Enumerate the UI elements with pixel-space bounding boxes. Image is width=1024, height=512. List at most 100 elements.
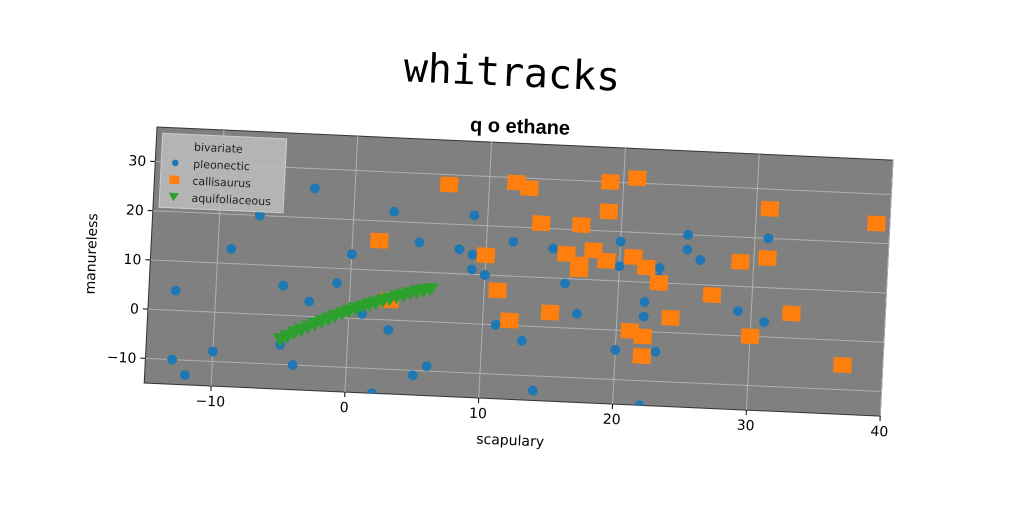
pleonectic-point bbox=[433, 396, 444, 407]
callisaurus-point bbox=[760, 200, 780, 217]
pleonectic-point bbox=[254, 210, 265, 221]
pleonectic-point bbox=[610, 344, 621, 355]
pleonectic-point bbox=[226, 243, 237, 254]
pleonectic-point bbox=[346, 249, 357, 260]
pleonectic-point bbox=[179, 370, 190, 380]
pleonectic-point bbox=[454, 244, 465, 255]
grid-line-x bbox=[612, 148, 626, 405]
callisaurus-point bbox=[569, 261, 589, 278]
y-tick-label: −10 bbox=[106, 350, 136, 367]
callisaurus-point bbox=[620, 322, 640, 339]
grid-line-x bbox=[344, 136, 359, 393]
axis-ticks: −10 0 10 20 30 40 −10 0 10 20 30 bbox=[106, 153, 889, 441]
pleonectic-point bbox=[490, 319, 501, 330]
pleonectic-point bbox=[414, 237, 425, 248]
x-tick-label: 0 bbox=[339, 400, 349, 416]
pleonectic-point bbox=[615, 236, 626, 247]
legend: bivariate pleonecticcallisaurusaquifoliac… bbox=[158, 132, 288, 214]
pleonectic-point bbox=[466, 264, 477, 275]
grid-line-x bbox=[879, 160, 894, 417]
callisaurus-point bbox=[600, 173, 620, 190]
pleonectic-point bbox=[614, 261, 625, 272]
callisaurus-point bbox=[740, 328, 760, 345]
pleonectic-point bbox=[309, 183, 320, 194]
pleonectic-point bbox=[682, 244, 693, 255]
pleonectic-point bbox=[421, 361, 432, 372]
grid-line-x bbox=[745, 154, 760, 411]
pleonectic-point bbox=[759, 317, 770, 328]
x-tick-label: 20 bbox=[602, 412, 621, 429]
callisaurus-point bbox=[758, 250, 777, 267]
pleonectic-point bbox=[527, 385, 538, 396]
callisaurus-point bbox=[596, 252, 616, 269]
legend-box bbox=[158, 132, 288, 214]
pleonectic-point bbox=[304, 296, 315, 307]
callisaurus-point bbox=[540, 304, 560, 321]
pleonectic-point bbox=[278, 280, 289, 291]
x-tick-label: 40 bbox=[870, 424, 889, 441]
pleonectic-point bbox=[639, 296, 650, 307]
pleonectic-point bbox=[469, 210, 480, 221]
callisaurus-point bbox=[649, 274, 669, 291]
callisaurus-point bbox=[500, 312, 519, 329]
pleonectic-point bbox=[467, 249, 478, 260]
callisaurus-point bbox=[439, 176, 459, 193]
callisaurus-point bbox=[833, 357, 852, 374]
callisaurus-point bbox=[731, 253, 750, 270]
plot-frame: −10 0 10 20 30 40 −10 0 10 20 30 bivariate pleonect… bbox=[106, 126, 894, 441]
pleonectic-point bbox=[407, 370, 418, 381]
pleonectic-point bbox=[695, 255, 706, 265]
x-tick-label: 30 bbox=[736, 418, 755, 435]
callisaurus-point bbox=[867, 215, 886, 232]
callisaurus-point bbox=[632, 347, 652, 365]
chart-subtitle: q o ethane bbox=[470, 114, 571, 139]
legend-label-pleonectic: pleonectic bbox=[193, 158, 250, 174]
pleonectic-point bbox=[516, 335, 527, 346]
pleonectic-point bbox=[389, 206, 400, 217]
x-axis-label: scapulary bbox=[476, 432, 544, 451]
pleonectic-point bbox=[650, 346, 661, 357]
callisaurus-point bbox=[702, 287, 722, 304]
legend-marker-aquifoliaceous bbox=[168, 192, 179, 202]
pleonectic-point bbox=[170, 285, 181, 296]
pleonectic-point bbox=[654, 263, 665, 273]
y-tick-label: 0 bbox=[130, 301, 140, 317]
pleonectic-point bbox=[763, 233, 774, 244]
callisaurus-point bbox=[488, 282, 507, 299]
pleonectic-point bbox=[559, 278, 570, 289]
pleonectic-point bbox=[683, 229, 694, 240]
pleonectic-point bbox=[479, 270, 490, 280]
pleonectic-point bbox=[548, 243, 559, 254]
callisaurus-point bbox=[531, 215, 551, 232]
callisaurus-point bbox=[636, 259, 656, 276]
chart-title: whitracks bbox=[403, 45, 622, 100]
x-tick-label: 10 bbox=[469, 406, 488, 423]
pleonectic-point bbox=[287, 360, 298, 370]
callisaurus-point bbox=[661, 309, 680, 326]
x-tick-label: −10 bbox=[195, 393, 225, 410]
callisaurus-point bbox=[782, 305, 801, 322]
legend-label-callisaurus: callisaurus bbox=[192, 175, 251, 191]
callisaurus-point bbox=[557, 245, 576, 263]
y-tick-label: 30 bbox=[128, 153, 147, 170]
y-tick-label: 10 bbox=[123, 252, 142, 269]
pleonectic-point bbox=[732, 306, 743, 316]
legend-marker-callisaurus bbox=[169, 175, 180, 185]
grid-line-y bbox=[145, 357, 882, 393]
pleonectic-point bbox=[207, 346, 218, 357]
pleonectic-point bbox=[332, 278, 342, 289]
callisaurus-point bbox=[476, 247, 496, 264]
pleonectic-point bbox=[167, 354, 178, 365]
pleonectic-point bbox=[508, 236, 519, 247]
plot-marks bbox=[167, 170, 886, 411]
callisaurus-point bbox=[627, 170, 647, 187]
pleonectic-point bbox=[638, 311, 649, 322]
legend-marker-pleonectic bbox=[171, 159, 179, 167]
callisaurus-point bbox=[599, 203, 619, 220]
callisaurus-point bbox=[520, 180, 539, 197]
callisaurus-point bbox=[571, 216, 591, 234]
callisaurus-point bbox=[369, 232, 389, 249]
pleonectic-point bbox=[383, 324, 394, 335]
grid-line-y bbox=[150, 259, 887, 294]
